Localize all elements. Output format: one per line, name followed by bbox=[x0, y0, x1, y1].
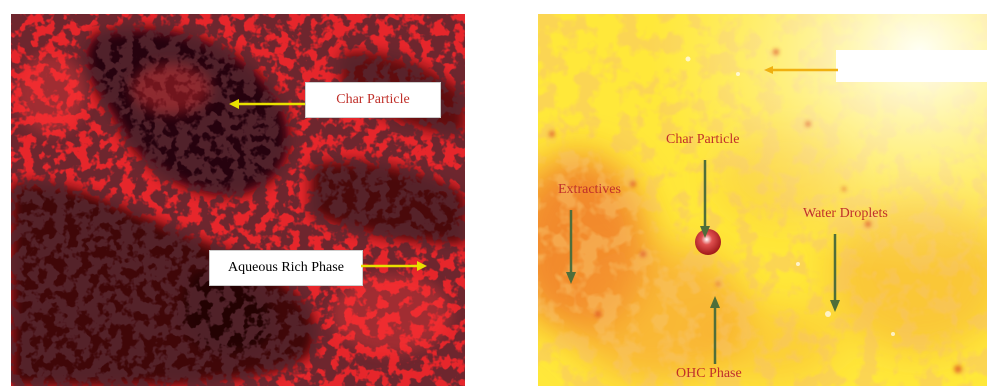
right-ohc-arrow bbox=[710, 296, 720, 364]
right-micrograph-image bbox=[538, 14, 987, 386]
left-char-particle-label: Char Particle bbox=[305, 82, 441, 118]
left-micrograph: Char Particle Aqueous Rich Phase bbox=[11, 14, 465, 386]
right-water-arrow bbox=[830, 234, 840, 312]
right-water-droplets-label: Water Droplets bbox=[803, 206, 888, 221]
right-char-arrow bbox=[700, 160, 710, 238]
right-extractives-arrow bbox=[566, 210, 576, 284]
right-char-particle-label: Char Particle bbox=[666, 132, 740, 147]
left-micrograph-image bbox=[11, 14, 465, 386]
left-aqueous-arrow bbox=[361, 261, 427, 271]
right-top-line bbox=[764, 66, 838, 74]
right-micrograph: Char Particle Extractives Water Droplets… bbox=[538, 14, 987, 386]
right-ohc-phase-label: OHC Phase bbox=[676, 366, 742, 381]
left-char-particle-text: Char Particle bbox=[336, 92, 410, 107]
left-aqueous-label: Aqueous Rich Phase bbox=[209, 250, 363, 286]
right-extractives-label: Extractives bbox=[558, 182, 621, 197]
left-char-arrow bbox=[229, 99, 309, 109]
left-aqueous-text: Aqueous Rich Phase bbox=[228, 260, 344, 275]
